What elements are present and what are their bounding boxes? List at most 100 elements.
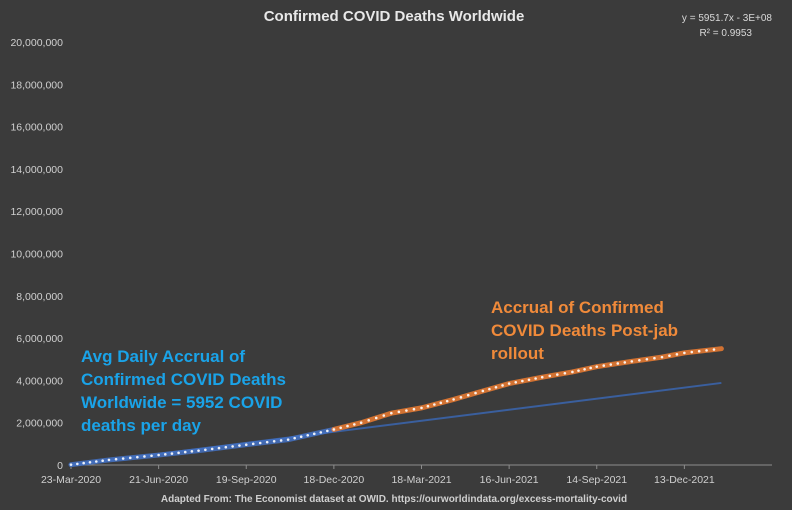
y-tick-label: 4,000,000 <box>16 375 63 387</box>
data-point <box>660 355 664 359</box>
data-point <box>514 381 518 384</box>
data-point <box>426 404 430 408</box>
data-point <box>540 375 544 379</box>
data-point <box>353 423 356 426</box>
data-point <box>346 424 349 428</box>
data-point <box>412 407 416 411</box>
y-tick-label: 8,000,000 <box>16 291 63 303</box>
data-point <box>183 450 187 454</box>
annotation-line: Confirmed COVID Deaths <box>81 370 286 389</box>
data-point <box>238 444 241 447</box>
data-point <box>157 453 160 457</box>
source-note: Adapted From: The Economist dataset at O… <box>161 494 627 505</box>
data-point <box>556 373 559 376</box>
data-point <box>95 460 98 463</box>
y-tick-label: 20,000,000 <box>10 37 63 49</box>
data-point <box>293 436 296 440</box>
data-point <box>279 439 283 442</box>
data-point <box>76 462 79 466</box>
data-point <box>645 357 649 361</box>
x-tick-label: 19-Sep-2020 <box>216 474 277 486</box>
data-point <box>712 348 716 351</box>
series-post-jab <box>331 346 724 432</box>
data-point <box>397 410 401 414</box>
data-point <box>705 349 708 352</box>
data-point <box>481 389 485 393</box>
data-point <box>332 428 336 431</box>
data-point <box>548 374 552 378</box>
data-point <box>452 398 455 401</box>
data-point <box>653 356 656 360</box>
series-pre-jab <box>68 426 337 468</box>
data-point <box>319 431 323 434</box>
data-point <box>265 440 269 444</box>
data-point <box>616 362 620 365</box>
data-point <box>359 421 363 425</box>
data-point <box>683 351 686 355</box>
data-point <box>224 445 228 449</box>
data-point <box>577 369 580 372</box>
data-point <box>571 370 574 374</box>
data-point <box>583 367 586 371</box>
data-point <box>190 450 194 453</box>
annotation-line: Avg Daily Accrual of <box>81 347 245 366</box>
data-point <box>675 353 679 356</box>
data-point <box>88 461 92 464</box>
x-tick-label: 16-Jun-2021 <box>480 474 539 486</box>
annotation-line: Accrual of Confirmed <box>491 298 664 317</box>
data-point <box>433 403 436 406</box>
data-point <box>251 442 255 446</box>
data-point <box>143 455 146 458</box>
data-point <box>589 366 592 370</box>
data-point <box>197 449 200 452</box>
data-point <box>527 378 531 382</box>
data-point <box>390 411 393 415</box>
data-point <box>114 457 118 461</box>
data-point <box>82 461 85 465</box>
data-point <box>339 426 342 430</box>
data-point <box>521 379 524 383</box>
data-point <box>210 447 214 451</box>
data-point <box>150 454 153 458</box>
data-point <box>595 365 599 368</box>
data-point <box>121 457 125 460</box>
x-tick-label: 23-Mar-2020 <box>41 474 101 486</box>
data-point <box>107 458 111 462</box>
data-point <box>697 349 701 353</box>
data-point <box>177 451 180 455</box>
data-point <box>69 463 73 466</box>
data-point <box>488 387 491 391</box>
data-point <box>405 409 408 412</box>
annotation-post-jab: Accrual of Confirmed COVID Deaths Post-ja… <box>491 298 678 363</box>
data-point <box>638 359 641 362</box>
data-point <box>204 448 207 452</box>
x-tick-label: 13-Dec-2021 <box>654 474 715 486</box>
data-point <box>445 399 449 403</box>
y-tick-label: 14,000,000 <box>10 164 63 176</box>
data-point <box>170 452 174 455</box>
annotation-line: deaths per day <box>81 416 202 435</box>
trendline-r-squared: R² = 0.9953 <box>699 28 752 39</box>
y-tick-label: 6,000,000 <box>16 333 63 345</box>
data-point <box>690 350 694 354</box>
data-point <box>326 429 329 433</box>
data-point <box>299 435 303 439</box>
x-tick-label: 21-Jun-2020 <box>129 474 188 486</box>
data-point <box>668 354 671 358</box>
data-point <box>630 360 634 363</box>
data-point <box>609 363 613 366</box>
data-point <box>534 377 537 380</box>
data-point <box>217 446 221 450</box>
data-point <box>258 441 262 445</box>
data-point <box>128 456 132 460</box>
data-point <box>466 393 470 397</box>
data-point <box>312 432 316 436</box>
data-point <box>231 445 234 448</box>
y-tick-label: 18,000,000 <box>10 79 63 91</box>
trendline-equation: y = 5951.7x - 3E+08 <box>682 13 773 24</box>
data-point <box>507 382 511 385</box>
annotation-line: COVID Deaths Post-jab <box>491 321 678 340</box>
data-point <box>623 361 627 364</box>
